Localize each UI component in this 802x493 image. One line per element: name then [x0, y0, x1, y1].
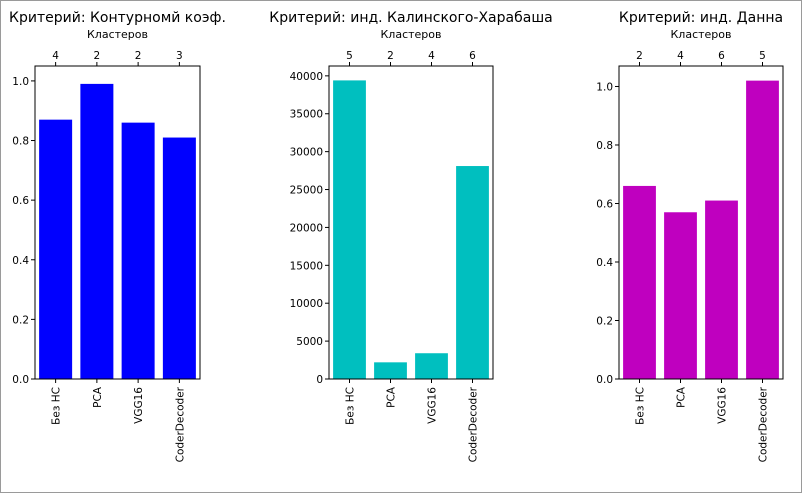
top-tick-label: 2 [387, 50, 394, 62]
bar-vgg16 [121, 122, 155, 379]
chart-panel-2: Критерий: инд. Калинского-Харабаша Класте… [269, 10, 552, 462]
top-tick-label: 2 [135, 50, 142, 62]
x-tick-label: Без НС [51, 387, 63, 425]
y-tick-label: 10000 [290, 298, 323, 310]
top-tick-label: 4 [52, 50, 59, 62]
x-tick-label: CoderDecoder [174, 386, 186, 462]
top-tick-label: 6 [718, 50, 725, 62]
y-tick-label: 1.0 [596, 81, 613, 93]
axes-frame [328, 65, 494, 380]
y-tick-label: 15000 [290, 260, 323, 272]
bar-vgg16 [415, 353, 448, 379]
top-tick-label: 3 [176, 50, 183, 62]
x-tick-label: Без НС [345, 387, 357, 425]
chart-panel-1: Критерий: Контурномй коэф. Кластеров 0.0 0.… [9, 10, 226, 462]
bar-pca [80, 83, 114, 379]
top-tick-label: 2 [636, 50, 643, 62]
top-tick-label: 4 [428, 50, 435, 62]
y-tick-label: 0.6 [596, 198, 613, 210]
bar-без-нс [333, 80, 366, 380]
bar-без-нс [623, 185, 656, 379]
y-tick-label: 0.4 [596, 257, 613, 269]
y-tick-label: 30000 [290, 147, 323, 159]
x-tick-label: VGG16 [717, 387, 729, 424]
x-tick-label: VGG16 [133, 387, 145, 424]
y-tick-label: 40000 [290, 71, 323, 83]
chart-title: Критерий: Контурномй коэф. [9, 10, 226, 26]
top-tick-label: 4 [677, 50, 684, 62]
top-axis-label: Кластеров [87, 28, 148, 41]
top-tick-label: 6 [469, 50, 476, 62]
chart-title: Критерий: инд. Данна [619, 10, 783, 26]
x-tick-label: PCA [676, 386, 688, 408]
y-tick-label: 0.6 [12, 195, 29, 207]
x-tick-label: Без НС [635, 387, 647, 425]
bar-coderdecoder [456, 166, 489, 379]
chart-panel-3: Критерий: инд. Данна Кластеров 0.0 0.2 0.4 0.… [596, 10, 784, 462]
y-tick-label: 20000 [290, 222, 323, 234]
y-tick-label: 1.0 [12, 76, 29, 88]
bar-vgg16 [705, 200, 738, 379]
y-tick-label: 0.8 [596, 140, 613, 152]
top-axis-label: Кластеров [671, 28, 732, 41]
y-tick-label: 35000 [290, 109, 323, 121]
axes-frame [618, 65, 784, 380]
bar-pca [374, 362, 407, 379]
y-tick-label: 0 [316, 374, 323, 386]
x-tick-label: PCA [386, 386, 398, 408]
y-tick-label: 0.0 [12, 374, 29, 386]
chart-title: Критерий: инд. Калинского-Харабаша [269, 10, 552, 26]
top-tick-label: 5 [346, 50, 353, 62]
top-tick-label: 2 [94, 50, 101, 62]
y-tick-label: 0.0 [596, 374, 613, 386]
axes-frame [34, 65, 201, 380]
bar-coderdecoder [162, 137, 196, 379]
y-tick-label: 0.4 [12, 255, 29, 267]
y-tick-label: 0.2 [596, 315, 613, 327]
bar-pca [664, 212, 697, 379]
y-tick-label: 0.8 [12, 136, 29, 148]
y-tick-label: 0.2 [12, 314, 29, 326]
y-tick-label: 25000 [290, 185, 323, 197]
top-axis-label: Кластеров [381, 28, 442, 41]
x-tick-label: CoderDecoder [468, 386, 480, 462]
x-tick-label: CoderDecoder [758, 386, 770, 462]
top-tick-label: 5 [759, 50, 766, 62]
bar-без-нс [39, 119, 73, 380]
bar-coderdecoder [746, 80, 779, 380]
y-tick-label: 5000 [296, 336, 323, 348]
x-tick-label: PCA [92, 386, 104, 408]
x-tick-label: VGG16 [427, 387, 439, 424]
